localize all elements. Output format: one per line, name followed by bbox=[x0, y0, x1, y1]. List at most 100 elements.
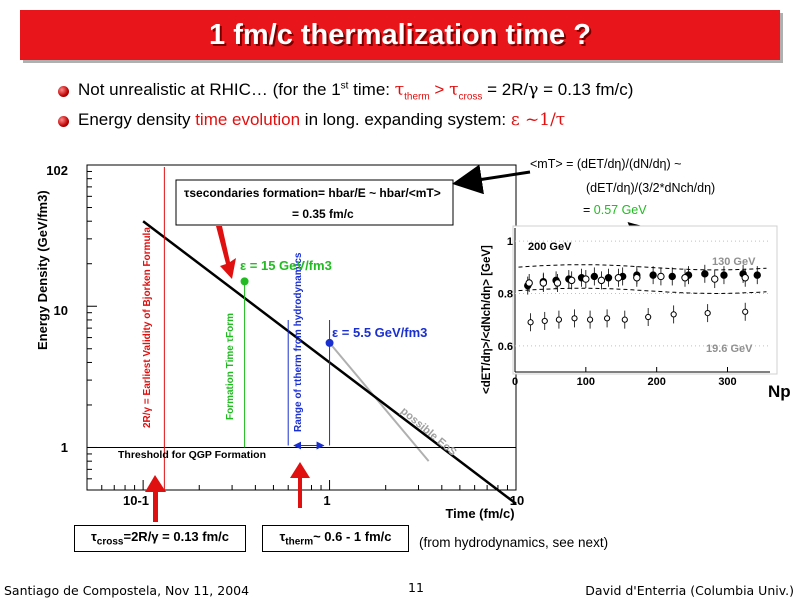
cross-time-box: τcross=2R/γ = 0.13 fm/c bbox=[74, 525, 246, 552]
footer-right: David d'Enterria (Columbia Univ.) bbox=[585, 583, 794, 598]
gamma-symbol: γ bbox=[528, 80, 539, 100]
bullet-icon bbox=[58, 116, 69, 127]
inset-y-label: <dET/dη>/<dNch/dη> [GeV] bbox=[481, 245, 493, 394]
inset-axes: 0.6 0.8 1 0 100 200 300 bbox=[498, 228, 770, 388]
red-arrow-range bbox=[298, 474, 302, 508]
title-bar: 1 fm/c thermalization time ? bbox=[20, 10, 780, 60]
y-tick-label: 1 bbox=[61, 440, 68, 455]
inset-y-tick-label: 0.8 bbox=[498, 288, 513, 300]
highlight-text: time evolution bbox=[195, 110, 301, 129]
bullet-text: Not unrealistic at RHIC… (for the 1 bbox=[78, 80, 341, 99]
axis-ticks bbox=[86, 164, 517, 491]
tau-symbol: τ bbox=[394, 80, 405, 100]
inset-data-point bbox=[649, 271, 657, 279]
inset-data-point bbox=[603, 315, 611, 322]
inset-frame bbox=[512, 225, 778, 375]
y-axis-label: Energy Density (GeV/fm3) bbox=[35, 190, 50, 350]
series-label-130: 130 GeV bbox=[712, 256, 756, 268]
range-label: Range of τtherm from hydrodynamics bbox=[293, 252, 304, 432]
inset-data-point bbox=[597, 276, 606, 285]
bullet-icon bbox=[58, 86, 69, 97]
inset-x-label: Np bbox=[768, 382, 791, 401]
scaling-formula: ε ~1/τ bbox=[510, 110, 566, 130]
bullet-text: = 2R/ bbox=[482, 80, 529, 99]
inset-band-upper bbox=[518, 264, 767, 271]
series-label-200: 200 GeV bbox=[528, 241, 572, 253]
therm-point bbox=[325, 338, 334, 347]
inset-data-point bbox=[711, 275, 719, 283]
red-arrow-cross-head bbox=[145, 475, 166, 492]
formation-point-label: ε = 15 GeV/fm3 bbox=[240, 258, 332, 273]
y-tick-label: 10 bbox=[54, 303, 68, 318]
bullet-text: = 0.13 fm/c) bbox=[538, 80, 634, 99]
inset-data-point bbox=[633, 274, 641, 282]
inset-data-point bbox=[742, 308, 749, 315]
inset-x-tick-label: 300 bbox=[718, 376, 736, 388]
inset-data-point bbox=[701, 270, 709, 278]
y-tick-label: 102 bbox=[46, 163, 68, 178]
inset-y-tick-label: 1 bbox=[507, 236, 513, 248]
superscript: st bbox=[340, 80, 349, 92]
inset-data-point bbox=[590, 272, 599, 281]
inset-data-point bbox=[553, 279, 562, 287]
x-tick-label: 1 bbox=[323, 493, 330, 508]
mt-note-prefix: = bbox=[583, 203, 594, 217]
x-tick-label: 10 bbox=[510, 493, 524, 508]
inset-data-point bbox=[645, 313, 652, 321]
inset-data-point bbox=[541, 317, 548, 325]
inset-data-point bbox=[670, 311, 677, 318]
inset-data-point bbox=[604, 274, 613, 282]
inset-y-tick-label: 0.6 bbox=[498, 341, 513, 353]
x-tick-label: 10-1 bbox=[123, 493, 149, 508]
inset-data-point bbox=[741, 274, 749, 282]
cross-time-label: 2R/γ = Earliest Validity of Bjorken Form… bbox=[142, 227, 153, 428]
slide-title: 1 fm/c thermalization time ? bbox=[209, 18, 591, 51]
inset-data-point bbox=[555, 316, 563, 323]
inset-data-point bbox=[586, 316, 594, 323]
eos-curve bbox=[328, 342, 430, 462]
x-axis-label: Time (fm/c) bbox=[445, 506, 514, 521]
inset-data-point bbox=[704, 309, 711, 317]
series-label-196: 19.6 GeV bbox=[706, 343, 753, 355]
bullet-text: in long. expanding system: bbox=[300, 110, 511, 129]
inset-data-point bbox=[527, 319, 534, 326]
inset-x-tick-label: 200 bbox=[647, 376, 665, 388]
bullet-line-2: Energy density time evolution in long. e… bbox=[78, 110, 565, 130]
bullet-line-1: Not unrealistic at RHIC… (for the 1st ti… bbox=[78, 80, 633, 102]
inset-band-lower bbox=[518, 287, 767, 295]
mt-note-line2: (dET/dη)/(3/2*dNch/dη) bbox=[586, 181, 716, 195]
tau-symbol: τ bbox=[449, 80, 459, 100]
annotation-line2: = 0.35 fm/c bbox=[292, 207, 354, 221]
red-arrow-range-head bbox=[290, 462, 310, 478]
mt-note-line1: <mT> = (dET/dη)/(dN/dη) ~ bbox=[530, 157, 682, 171]
red-arrow-cross bbox=[153, 487, 158, 522]
bullet-text: time: bbox=[348, 80, 395, 99]
inset-data-point bbox=[614, 274, 623, 282]
bullet-text: Energy density bbox=[78, 110, 196, 129]
formation-time-label: Formation Time τForm bbox=[225, 313, 236, 420]
formation-point bbox=[240, 277, 249, 286]
inset-data-point bbox=[668, 272, 676, 281]
therm-time-box: τtherm~ 0.6 - 1 fm/c bbox=[262, 525, 409, 552]
inset-data-point bbox=[720, 271, 728, 279]
inset-bands bbox=[518, 264, 767, 295]
inset-data-point bbox=[657, 272, 665, 281]
inset-data-point bbox=[571, 315, 578, 322]
red-arrow-formation bbox=[216, 226, 236, 279]
inset-data-points bbox=[524, 264, 761, 332]
inset-data-point bbox=[582, 275, 590, 283]
inset-x-tick-label: 100 bbox=[577, 376, 595, 388]
footer-left: Santiago de Compostela, Nov 11, 2004 bbox=[4, 583, 250, 598]
inset-data-point bbox=[753, 271, 761, 279]
inset-data-point bbox=[621, 316, 628, 323]
subscript-cross: cross bbox=[458, 91, 483, 103]
inset-data-point bbox=[539, 279, 548, 287]
mt-note-line3: = 0.57 GeV bbox=[583, 203, 647, 217]
threshold-label: Threshold for QGP Formation bbox=[118, 449, 266, 461]
subscript-therm: therm bbox=[404, 91, 430, 103]
annotation-box bbox=[175, 179, 454, 226]
annotation-line1: τsecondaries formation= hbar/E ~ hbar/<m… bbox=[184, 186, 441, 200]
inset-x-tick-label: 0 bbox=[512, 376, 518, 388]
